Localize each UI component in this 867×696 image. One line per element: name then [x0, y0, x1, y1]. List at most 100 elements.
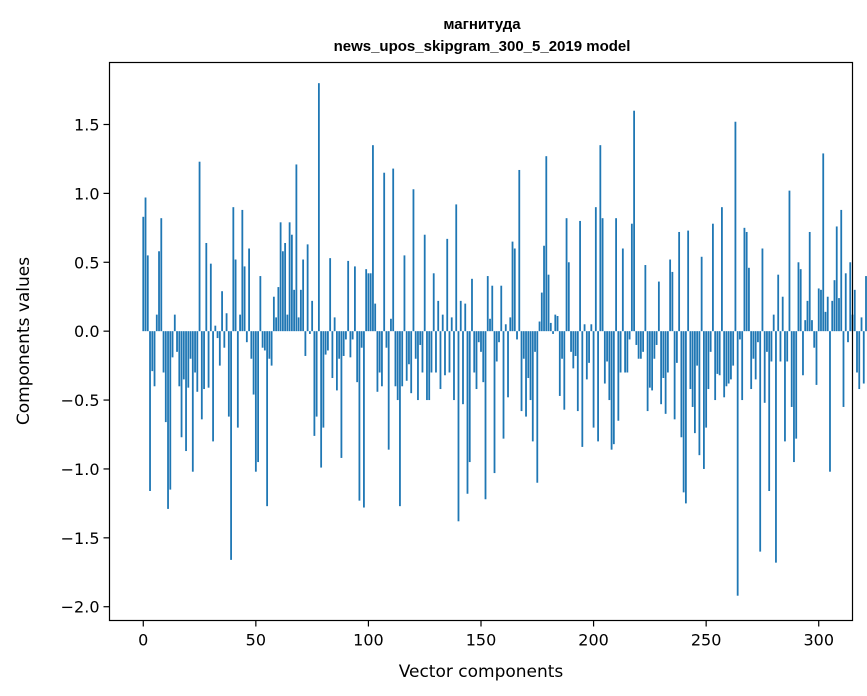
bar-122 [417, 331, 419, 401]
bar-93 [351, 331, 354, 340]
bar-108 [385, 331, 388, 348]
bar-123 [419, 331, 422, 345]
bar-284 [781, 296, 784, 332]
bar-164 [511, 241, 514, 332]
bar-28 [205, 242, 208, 332]
bar-83 [329, 258, 332, 332]
bar-105 [378, 331, 381, 373]
y-tick-label-5: 0.5 [74, 253, 99, 272]
bar-225 [648, 331, 651, 388]
bar-180 [547, 274, 550, 332]
bar-183 [554, 314, 557, 332]
bar-121 [414, 331, 417, 359]
bar-64 [286, 314, 289, 332]
bar-131 [437, 300, 440, 332]
bar-36 [223, 331, 226, 348]
bar-285 [784, 331, 786, 442]
bar-248 [700, 256, 703, 332]
bar-237 [675, 331, 678, 363]
bar-75 [311, 300, 314, 332]
bar-179 [545, 156, 548, 332]
bar-243 [689, 331, 692, 390]
y-tick-label-3: −0.5 [61, 391, 100, 410]
bar-321 [865, 276, 867, 332]
bar-113 [396, 331, 399, 401]
bar-136 [448, 331, 451, 373]
bar-9 [162, 331, 165, 373]
bar-170 [525, 331, 527, 417]
bar-20 [187, 331, 190, 388]
bar-251 [707, 331, 710, 390]
bar-185 [558, 331, 561, 396]
bar-165 [513, 248, 516, 332]
bar-41 [234, 259, 237, 332]
bar-280 [772, 314, 775, 332]
bar-231 [662, 331, 665, 379]
bar-162 [507, 331, 509, 398]
bar-184 [556, 316, 559, 332]
bar-194 [579, 220, 581, 332]
bar-60 [277, 287, 280, 332]
bar-77 [315, 331, 318, 417]
bar-126 [426, 331, 428, 401]
bar-series [142, 83, 867, 596]
bar-191 [572, 331, 575, 369]
bar-209 [612, 331, 615, 445]
bar-262 [732, 331, 735, 366]
bar-296 [808, 231, 811, 332]
bar-61 [279, 222, 282, 332]
bar-16 [178, 331, 181, 387]
bar-135 [446, 238, 449, 332]
bar-309 [838, 298, 840, 332]
bar-100 [367, 273, 370, 332]
bar-74 [308, 331, 311, 334]
bar-18 [182, 331, 185, 380]
bar-227 [653, 331, 656, 359]
bar-40 [232, 207, 235, 332]
bar-50 [254, 331, 257, 472]
bar-54 [263, 331, 266, 351]
bar-301 [820, 289, 822, 332]
bar-47 [248, 248, 250, 332]
y-tick-label-6: 1.0 [74, 184, 99, 203]
bar-198 [588, 331, 590, 363]
bar-219 [635, 331, 638, 345]
bar-86 [336, 331, 338, 391]
bar-160 [502, 331, 505, 439]
bar-132 [439, 331, 442, 390]
bar-124 [421, 331, 424, 373]
x-tick-label-50: 50 [246, 631, 266, 650]
bar-283 [779, 331, 782, 362]
bar-85 [333, 317, 336, 332]
bar-265 [739, 331, 741, 340]
bar-259 [725, 331, 728, 387]
bar-249 [703, 331, 705, 469]
bar-27 [203, 331, 205, 390]
bar-149 [477, 331, 480, 343]
bar-129 [432, 273, 435, 332]
bar-120 [412, 189, 415, 332]
bar-295 [806, 300, 809, 332]
bar-303 [824, 311, 827, 332]
chart-title-line1: магнитуда [443, 16, 521, 33]
bar-190 [570, 331, 572, 352]
bar-56 [268, 331, 271, 359]
bar-25 [198, 161, 201, 332]
bar-252 [709, 331, 712, 352]
bar-150 [480, 331, 482, 352]
bar-137 [450, 317, 453, 332]
bar-151 [482, 331, 485, 383]
plot-frame [108, 61, 854, 622]
bar-254 [714, 331, 717, 401]
bar-67 [293, 289, 296, 332]
bar-299 [815, 331, 818, 385]
bar-127 [428, 331, 431, 401]
bar-13 [171, 331, 174, 358]
bar-288 [790, 331, 793, 407]
bar-31 [212, 331, 214, 442]
bar-69 [297, 317, 300, 332]
bar-6 [155, 314, 158, 332]
bar-39 [230, 331, 232, 560]
bar-221 [639, 331, 642, 359]
